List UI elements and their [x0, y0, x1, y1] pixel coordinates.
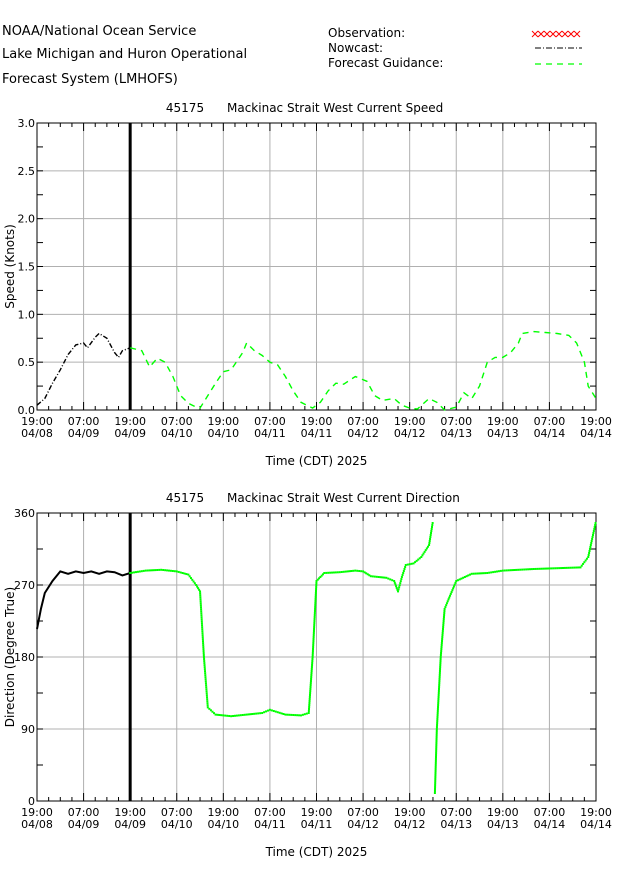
system-title: Lake Michigan and Huron Operational — [2, 47, 248, 62]
legend-nowcast-label: Nowcast: — [328, 41, 384, 55]
x-tick-time: 19:00 — [114, 806, 146, 819]
x-tick-time: 19:00 — [301, 415, 333, 428]
chart-station-id: 45175 — [166, 491, 204, 505]
x-tick-date: 04/09 — [68, 427, 100, 440]
x-tick-date: 04/11 — [254, 818, 286, 831]
x-axis-label: Time (CDT) 2025 — [265, 454, 368, 468]
x-tick-time: 19:00 — [487, 415, 519, 428]
x-tick-date: 04/09 — [68, 818, 100, 831]
series-nowcast — [36, 570, 131, 630]
x-axis-label: Time (CDT) 2025 — [265, 845, 368, 859]
x-tick-date: 04/13 — [487, 427, 519, 440]
agency-title: NOAA/National Ocean Service — [2, 24, 197, 39]
y-tick-label: 2.5 — [18, 165, 36, 178]
x-tick-date: 04/11 — [301, 818, 333, 831]
x-tick-date: 04/12 — [347, 427, 379, 440]
legend-observation-label: Observation: — [328, 26, 406, 40]
x-tick-time: 19:00 — [207, 415, 239, 428]
y-tick-label: 270 — [14, 579, 35, 592]
x-tick-date: 04/13 — [487, 818, 519, 831]
x-tick-time: 07:00 — [347, 415, 379, 428]
x-tick-date: 04/11 — [254, 427, 286, 440]
header: NOAA/National Ocean Service Lake Michiga… — [0, 0, 630, 100]
chart-title: Mackinac Strait West Current Speed — [227, 101, 443, 115]
system-subtitle: Forecast System (LMHOFS) — [2, 72, 178, 87]
x-tick-date: 04/14 — [580, 818, 612, 831]
y-tick-label: 1.5 — [18, 261, 36, 274]
x-tick-date: 04/14 — [580, 427, 612, 440]
y-tick-label: 0.0 — [18, 404, 36, 417]
x-tick-time: 19:00 — [394, 806, 426, 819]
x-tick-date: 04/10 — [161, 427, 193, 440]
x-tick-time: 19:00 — [394, 415, 426, 428]
x-tick-date: 04/09 — [114, 427, 146, 440]
x-axis-ticks — [36, 122, 597, 411]
x-tick-date: 04/10 — [207, 427, 239, 440]
legend-forecast-label: Forecast Guidance: — [328, 56, 444, 70]
x-tick-time: 07:00 — [440, 415, 472, 428]
x-tick-date: 04/12 — [394, 427, 426, 440]
y-tick-label: 1.0 — [18, 308, 36, 321]
y-tick-label: 2.0 — [18, 213, 36, 226]
x-tick-date: 04/09 — [114, 818, 146, 831]
x-tick-date: 04/13 — [440, 427, 472, 440]
x-tick-date: 04/12 — [347, 818, 379, 831]
grid — [36, 512, 597, 802]
y-axis-label: Speed (Knots) — [3, 224, 17, 309]
y-tick-label: 180 — [14, 651, 35, 664]
x-tick-date: 04/12 — [394, 818, 426, 831]
x-tick-time: 07:00 — [68, 415, 100, 428]
chart-panel-2: 45175 Mackinac Strait West Current Direct… — [3, 491, 612, 859]
x-tick-time: 19:00 — [301, 806, 333, 819]
x-tick-time: 19:00 — [114, 415, 146, 428]
y-tick-label: 360 — [14, 507, 35, 520]
x-tick-date: 04/14 — [534, 427, 566, 440]
x-tick-date: 04/14 — [534, 818, 566, 831]
y-tick-label: 0 — [28, 795, 35, 808]
x-tick-time: 19:00 — [580, 415, 612, 428]
y-tick-label: 90 — [21, 723, 35, 736]
chart-title: Mackinac Strait West Current Direction — [227, 491, 460, 505]
x-tick-time: 07:00 — [161, 415, 193, 428]
x-tick-time: 07:00 — [161, 806, 193, 819]
x-tick-date: 04/08 — [21, 427, 53, 440]
x-tick-date: 04/10 — [161, 818, 193, 831]
x-tick-time: 07:00 — [440, 806, 472, 819]
x-tick-time: 07:00 — [534, 806, 566, 819]
x-tick-time: 07:00 — [347, 806, 379, 819]
x-tick-time: 19:00 — [21, 415, 53, 428]
x-tick-date: 04/08 — [21, 818, 53, 831]
x-tick-time: 19:00 — [21, 806, 53, 819]
x-tick-date: 04/11 — [301, 427, 333, 440]
x-tick-time: 07:00 — [68, 806, 100, 819]
grid — [36, 122, 597, 411]
legend-observation-mark — [531, 30, 581, 38]
legend-marks — [531, 30, 582, 65]
x-axis-ticks — [36, 512, 597, 802]
x-tick-time: 07:00 — [254, 806, 286, 819]
x-tick-time: 19:00 — [580, 806, 612, 819]
x-tick-time: 07:00 — [254, 415, 286, 428]
x-tick-date: 04/13 — [440, 818, 472, 831]
chart-panel-1: 45175 Mackinac Strait West Current Speed 1… — [3, 101, 612, 468]
y-tick-label: 0.5 — [18, 356, 36, 369]
y-axis-label: Direction (Degree True) — [3, 587, 17, 727]
x-tick-time: 19:00 — [207, 806, 239, 819]
x-tick-time: 07:00 — [534, 415, 566, 428]
x-tick-date: 04/10 — [207, 818, 239, 831]
series-forecast-guidance — [129, 522, 597, 794]
y-tick-label: 3.0 — [18, 117, 36, 130]
series-nowcast — [36, 332, 131, 406]
series-forecast-guidance — [130, 330, 597, 411]
chart-station-id: 45175 — [166, 101, 204, 115]
x-tick-time: 19:00 — [487, 806, 519, 819]
